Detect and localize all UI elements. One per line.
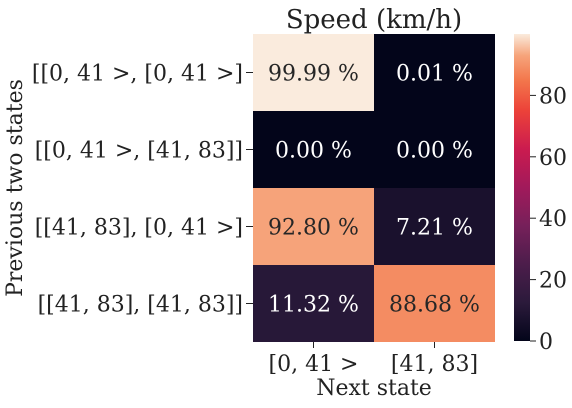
colorbar-tick-label: 60	[539, 146, 567, 171]
colorbar	[514, 34, 530, 341]
cell-value-label: 0.01 %	[396, 62, 473, 87]
y-axis-label: Previous two states	[3, 79, 28, 297]
cell-value-label: 0.00 %	[275, 139, 352, 164]
x-tick-labels: [0, 41 > [41, 83]	[269, 342, 478, 377]
heatmap-cell	[253, 188, 374, 265]
y-tick-label: [[41, 83], [41, 83]]	[38, 293, 243, 318]
cell-value-label: 88.68 %	[389, 293, 480, 318]
chart-title: Speed (km/h)	[286, 5, 462, 35]
colorbar-tick-label: 40	[539, 207, 567, 232]
heatmap-cell	[374, 34, 495, 111]
colorbar-tick-label: 0	[539, 330, 553, 355]
y-tick-label: [[0, 41 >, [0, 41 >]	[32, 62, 243, 87]
y-tick-label: [[0, 41 >, [41, 83]]	[35, 139, 243, 164]
heatmap-cell	[253, 265, 374, 342]
colorbar-tick-label: 80	[539, 84, 567, 109]
y-tick-labels: [[0, 41 >, [0, 41 >] [[0, 41 >, [41, 83]]…	[32, 62, 253, 318]
cell-value-label: 7.21 %	[396, 216, 473, 241]
heatmap-cell	[374, 111, 495, 188]
x-axis-label: Next state	[316, 376, 432, 401]
heatmap-cells: 99.99 % 0.01 % 0.00 % 0.00 % 92.80 % 7.21 % 11…	[253, 34, 495, 342]
cell-value-label: 92.80 %	[268, 216, 359, 241]
x-tick-label: [0, 41 >	[269, 352, 359, 377]
cell-value-label: 0.00 %	[396, 139, 473, 164]
heatmap-cell	[253, 111, 374, 188]
colorbar-ticks: 0 20 40 60 80	[530, 84, 567, 355]
heatmap-cell	[374, 188, 495, 265]
heatmap-cell	[253, 34, 374, 111]
heatmap-cell	[374, 265, 495, 342]
cell-value-label: 99.99 %	[268, 62, 359, 87]
colorbar-tick-label: 20	[539, 269, 567, 294]
y-tick-label: [[41, 83], [0, 41 >]	[35, 216, 243, 241]
cell-value-label: 11.32 %	[268, 293, 359, 318]
x-tick-label: [41, 83]	[391, 352, 478, 377]
